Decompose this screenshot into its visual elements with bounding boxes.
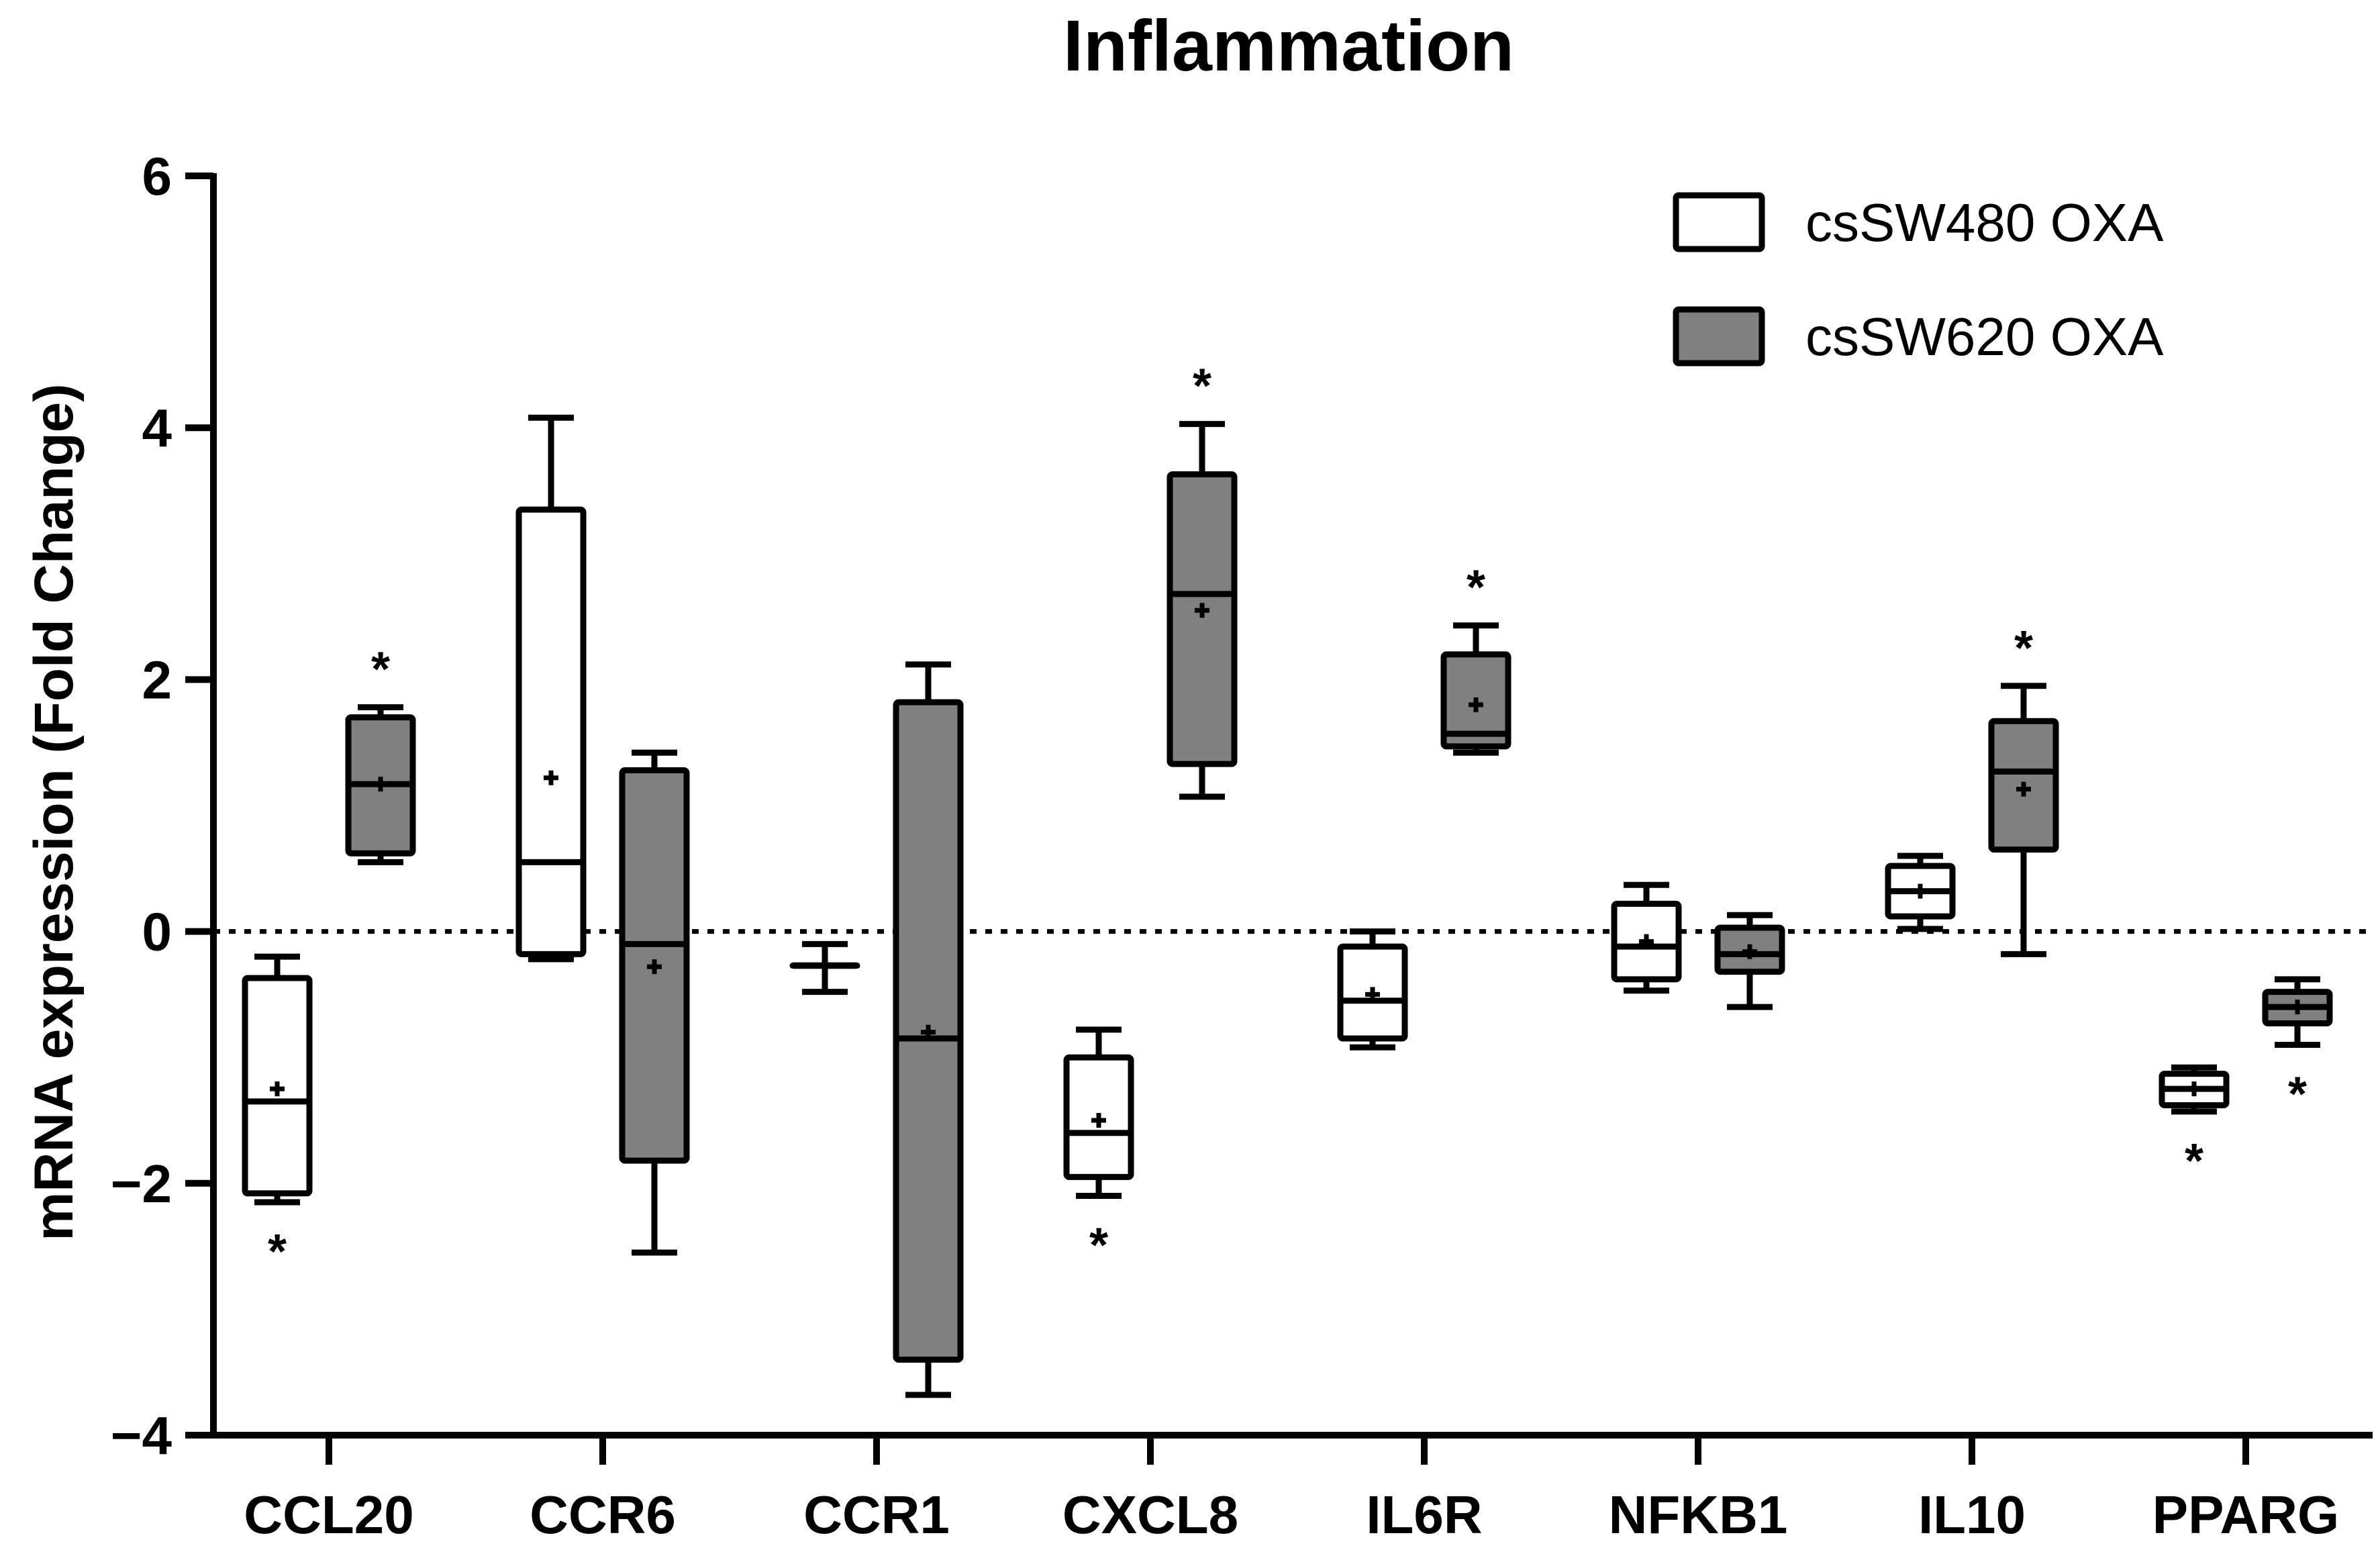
y-tick-label: −2 <box>111 1154 172 1214</box>
y-tick-label: 4 <box>142 398 172 458</box>
box-ccl20-cssw480-oxa: * <box>242 953 313 1279</box>
legend-group: csSW480 OXA csSW620 OXA <box>1673 192 2164 367</box>
mean-marker <box>1365 987 1380 1002</box>
mean-marker <box>373 777 388 792</box>
mean-marker <box>2290 1000 2305 1015</box>
mean-marker <box>544 770 558 785</box>
mean-marker <box>1091 1113 1106 1128</box>
box-il6r-cssw480-oxa <box>1337 928 1408 1051</box>
mean-marker <box>921 1024 936 1040</box>
x-tick-label-cxcl8: CXCL8 <box>1062 1485 1238 1545</box>
significance-star: * <box>2288 1067 2307 1121</box>
significance-star: * <box>2185 1134 2203 1188</box>
legend-swatch <box>1673 192 1765 252</box>
box-il10-cssw620-oxa: * <box>1988 622 2059 957</box>
mean-marker <box>1742 944 1757 959</box>
box-nfkb1-cssw620-oxa <box>1714 912 1785 1010</box>
y-tick-label: 2 <box>142 650 172 710</box>
significance-star: * <box>1193 360 1211 414</box>
box-ccl20-cssw620-oxa: * <box>345 643 416 865</box>
box-ccr1-cssw480-oxa <box>789 940 860 995</box>
x-tick-label-il10: IL10 <box>1918 1485 2026 1545</box>
significance-star: * <box>1089 1219 1108 1273</box>
mean-marker <box>647 959 662 975</box>
x-tick-label-ccr6: CCR6 <box>530 1485 676 1545</box>
boxes-group: * * * * * * * * <box>242 360 2333 1398</box>
mean-marker <box>1195 603 1209 618</box>
iqr-box <box>515 506 587 957</box>
legend-label: csSW480 OXA <box>1805 193 2164 252</box>
axes-group: 6 4 2 0 −2 −4 CCL20 CCR6 CCR1 CXCL8 IL6R NFKB1 IL10 P… <box>111 146 2373 1545</box>
x-tick-label-ccr1: CCR1 <box>803 1485 950 1545</box>
significance-star: * <box>268 1225 287 1279</box>
significance-star: * <box>1467 561 1485 615</box>
x-tick-label-ccl20: CCL20 <box>244 1485 413 1545</box>
legend-label: csSW620 OXA <box>1805 307 2164 367</box>
y-tick-label: 0 <box>142 902 172 962</box>
box-ccr1-cssw620-oxa <box>893 661 964 1398</box>
legend-entry-cssw480-oxa: csSW480 OXA <box>1673 192 2164 252</box>
y-axis-label: mRNA expression (Fold Change) <box>23 383 85 1241</box>
y-tick-label: −4 <box>111 1406 172 1465</box>
box-ccr6-cssw620-oxa <box>619 749 690 1256</box>
box-cxcl8-cssw480-oxa: * <box>1063 1026 1134 1273</box>
chart-title: Inflammation <box>1063 5 1514 86</box>
mean-marker <box>1639 934 1654 949</box>
box-nfkb1-cssw480-oxa <box>1611 881 1682 994</box>
iqr-box <box>1167 471 1238 767</box>
significance-star: * <box>371 643 390 697</box>
mean-marker <box>1469 697 1483 712</box>
x-tick-label-nfkb1: NFKB1 <box>1609 1485 1788 1545</box>
box-pparg-cssw620-oxa: * <box>2262 976 2333 1121</box>
significance-star: * <box>2014 622 2033 675</box>
mean-marker <box>1913 883 1928 899</box>
box-pparg-cssw480-oxa: * <box>2159 1064 2230 1188</box>
legend-entry-cssw620-oxa: csSW620 OXA <box>1673 306 2164 367</box>
box-cxcl8-cssw620-oxa: * <box>1167 360 1238 800</box>
x-tick-label-pparg: PPARG <box>2152 1485 2340 1545</box>
box-ccr6-cssw480-oxa <box>515 414 587 963</box>
mean-marker <box>2187 1081 2201 1097</box>
x-tick-label-il6r: IL6R <box>1366 1485 1482 1545</box>
mean-marker <box>2016 781 2031 797</box>
legend-swatch <box>1673 306 1765 367</box>
mean-marker <box>270 1081 285 1097</box>
mean-marker <box>817 958 832 973</box>
box-il6r-cssw620-oxa: * <box>1440 561 1511 756</box>
box-il10-cssw480-oxa <box>1885 853 1956 932</box>
y-tick-label: 6 <box>142 146 172 206</box>
